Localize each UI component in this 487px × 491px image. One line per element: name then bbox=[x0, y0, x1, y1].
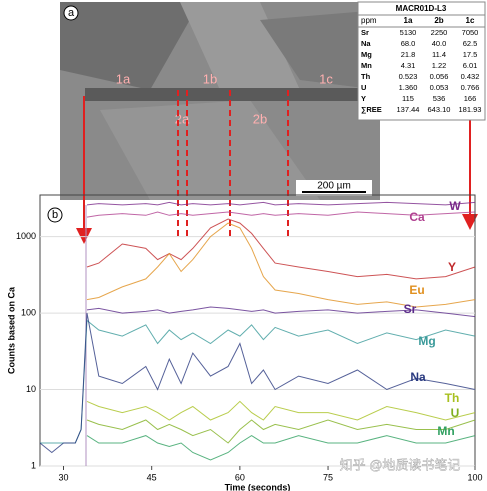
table-cell: 62.5 bbox=[463, 39, 478, 48]
table-bg bbox=[357, 1, 486, 121]
table-cell: 181.93 bbox=[459, 105, 482, 114]
x-tick-label: 45 bbox=[147, 472, 157, 482]
panel-label: a bbox=[68, 7, 75, 19]
series-line bbox=[86, 222, 476, 308]
region-label: 1c bbox=[319, 71, 333, 86]
table-cell: 6.01 bbox=[463, 61, 478, 70]
series-label: Th bbox=[445, 391, 460, 405]
table-cell: ∑REE bbox=[361, 105, 382, 114]
series-line bbox=[39, 313, 476, 454]
table-cell: 40.0 bbox=[432, 39, 447, 48]
table: MACR01D-L3 ppm 1a 2b 1c Sr 5130 2250 7050 Na 68.0 4… bbox=[357, 1, 486, 121]
table-cell: 4.31 bbox=[401, 61, 416, 70]
sem-image bbox=[60, 2, 380, 200]
series-label: Mn bbox=[437, 424, 454, 438]
series-line bbox=[86, 400, 476, 421]
table-cell: Y bbox=[361, 94, 366, 103]
series-line bbox=[86, 201, 476, 206]
table-cell: 21.8 bbox=[401, 50, 416, 59]
table-cell: U bbox=[361, 83, 366, 92]
table-header: ppm bbox=[361, 16, 377, 25]
table-cell: 536 bbox=[433, 94, 446, 103]
panel-badge bbox=[47, 207, 63, 223]
x-tick-label: 75 bbox=[323, 472, 333, 482]
series-label: W bbox=[449, 199, 461, 213]
panel-badge bbox=[63, 5, 79, 21]
series-label: Na bbox=[410, 370, 426, 384]
series-line bbox=[86, 419, 476, 444]
table-cell: 11.4 bbox=[432, 50, 446, 59]
scale-bar-label: 200 µm bbox=[317, 181, 351, 192]
table-cell: 2250 bbox=[431, 28, 448, 37]
series-label: Ca bbox=[409, 210, 425, 224]
region-label: 2b bbox=[253, 111, 267, 126]
table-cell: 137.44 bbox=[397, 105, 420, 114]
table-header: 1c bbox=[466, 16, 475, 25]
series-label: U bbox=[451, 406, 460, 420]
table-cell: 166 bbox=[464, 94, 477, 103]
y-tick-label: 100 bbox=[21, 307, 36, 317]
series-label: Mg bbox=[418, 334, 435, 348]
table-cell: Mn bbox=[361, 61, 372, 70]
table-cell: Mg bbox=[361, 50, 372, 59]
x-axis-title: Time (seconds) bbox=[225, 482, 291, 491]
table-title: MACR01D-L3 bbox=[396, 4, 447, 13]
table-cell: 0.053 bbox=[430, 83, 449, 92]
table-cell: 5130 bbox=[400, 28, 417, 37]
region-label: 1a bbox=[116, 71, 131, 86]
table-cell: 0.056 bbox=[430, 72, 449, 81]
table-cell: Sr bbox=[361, 28, 369, 37]
x-tick-label: 100 bbox=[467, 472, 482, 482]
watermark: 知乎 @地质读书笔记 bbox=[340, 457, 461, 472]
table-cell: 643.10 bbox=[428, 105, 451, 114]
series-line bbox=[86, 218, 476, 280]
table-cell: 1.22 bbox=[432, 61, 447, 70]
series-line bbox=[86, 435, 476, 461]
series-label: Sr bbox=[404, 302, 417, 316]
panel-label: b bbox=[52, 209, 58, 221]
y-tick-label: 1000 bbox=[16, 231, 36, 241]
y-axis-title: Counts based on Ca bbox=[6, 286, 16, 374]
table-cell: 0.432 bbox=[461, 72, 480, 81]
table-cell: 1.360 bbox=[399, 83, 418, 92]
x-tick-label: 60 bbox=[235, 472, 245, 482]
table-cell: Na bbox=[361, 39, 371, 48]
table-cell: 0.766 bbox=[461, 83, 480, 92]
table-cell: 7050 bbox=[462, 28, 479, 37]
table-cell: 0.523 bbox=[399, 72, 418, 81]
table-cell: Th bbox=[361, 72, 371, 81]
x-tick-label: 30 bbox=[59, 472, 69, 482]
series-line bbox=[86, 211, 476, 218]
region-label: 1b bbox=[203, 71, 217, 86]
table-cell: 115 bbox=[402, 94, 414, 103]
table-header: 1a bbox=[404, 16, 413, 25]
y-tick-label: 10 bbox=[26, 384, 36, 394]
table-cell: 68.0 bbox=[401, 39, 416, 48]
series-label: Eu bbox=[409, 283, 424, 297]
series-line bbox=[86, 306, 476, 318]
chart: 1 10 100 1000 30 45 60 75 100 Time (seconds) Count… bbox=[6, 194, 483, 491]
table-cell: 17.5 bbox=[463, 50, 478, 59]
y-tick-label: 1 bbox=[31, 460, 36, 470]
table-header: 2b bbox=[434, 16, 443, 25]
series-label: Y bbox=[448, 260, 456, 274]
